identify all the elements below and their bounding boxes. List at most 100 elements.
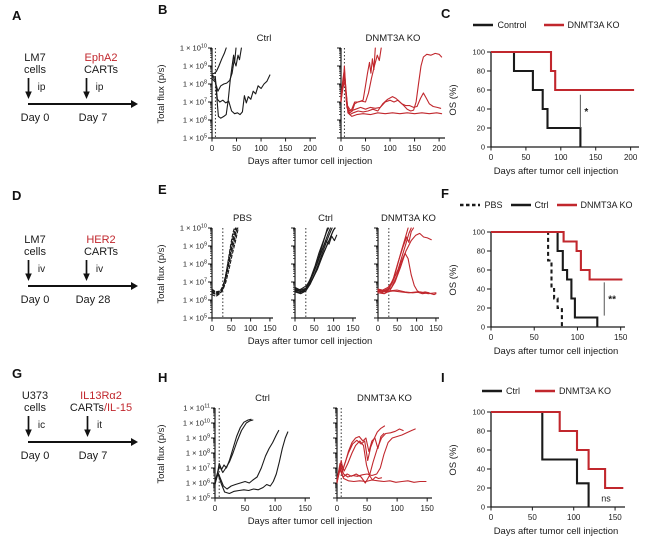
svg-text:150: 150 — [421, 504, 435, 513]
panel-label-I: I — [441, 370, 445, 385]
day-x-label: Day 28 — [75, 294, 111, 306]
legend-entry-pbs: PBS — [459, 200, 503, 210]
svg-text:1 × 1010: 1 × 1010 — [180, 44, 207, 53]
svg-text:100: 100 — [254, 144, 268, 153]
svg-text:100: 100 — [268, 504, 282, 513]
route-label: ip — [37, 82, 46, 93]
svg-text:50: 50 — [393, 324, 402, 333]
svg-text:200: 200 — [303, 144, 317, 153]
survival-curve-control — [491, 50, 582, 147]
svg-text:150: 150 — [408, 144, 422, 153]
injection-arrow-cart: it — [64, 414, 122, 438]
cells-line2: cells — [23, 246, 46, 258]
svg-text:150: 150 — [614, 333, 628, 342]
flux-subplot-pbs: PBS 1 × 105 1 × 106 1 × 107 1 × 108 1 × 109 1 … — [180, 213, 277, 333]
down-arrow-icon — [24, 78, 32, 99]
svg-text:100: 100 — [472, 228, 485, 237]
route-label: iv — [95, 264, 104, 275]
cart-line1: HER2 — [86, 234, 116, 246]
cart-line1: IL13Rα2 — [80, 390, 122, 402]
significance-marker: ns — [601, 493, 611, 503]
svg-text:1 × 108: 1 × 108 — [183, 260, 207, 269]
panel-I-survival: I Ctrl DNMT3A KO OS (%) 0 20 40 60 80 100 0 50 10… — [438, 360, 650, 539]
svg-text:100: 100 — [554, 153, 568, 162]
svg-text:100: 100 — [571, 333, 585, 342]
flux-subplot-dnmt3a-ko: DNMT3A KO 0 50 100 150 — [333, 393, 435, 513]
svg-text:1 × 108: 1 × 108 — [186, 449, 210, 458]
significance-marker: ** — [608, 294, 616, 305]
svg-text:100: 100 — [390, 504, 404, 513]
y-axis-label: OS (%) — [448, 264, 459, 296]
panel-label-E: E — [158, 182, 167, 197]
legend-F: PBS Ctrl DNMT3A KO — [442, 200, 650, 210]
route-label: ic — [37, 420, 46, 431]
svg-text:1 × 109: 1 × 109 — [183, 242, 207, 251]
day-0-label: Day 0 — [20, 112, 50, 124]
svg-text:1 × 107: 1 × 107 — [186, 464, 210, 473]
panel-C-survival: C Control DNMT3A KO OS (%) 0 20 40 60 80 100 0 5… — [438, 0, 650, 180]
svg-text:40: 40 — [477, 465, 485, 474]
legend-line-icon — [510, 203, 531, 207]
survival-plot-I: 0 20 40 60 80 100 0 50 100 150 ns — [464, 406, 637, 532]
flux-curve — [336, 468, 427, 483]
panel-label-G: G — [12, 366, 23, 381]
panel-label-C: C — [441, 6, 451, 21]
svg-text:100: 100 — [472, 408, 485, 417]
flux-curve — [211, 47, 227, 75]
survival-chart-I: 0 20 40 60 80 100 0 50 100 150 ns — [472, 408, 625, 522]
flux-curve — [211, 227, 238, 296]
svg-text:100: 100 — [244, 324, 258, 333]
panel-A-schematic: A LM7 cells EphA2 CARTs ip ip — [0, 0, 150, 180]
svg-text:0: 0 — [293, 324, 298, 333]
y-axis-label: OS (%) — [448, 444, 459, 476]
svg-text:50: 50 — [521, 153, 530, 162]
legend-line-icon — [556, 203, 577, 207]
svg-text:50: 50 — [361, 144, 370, 153]
legend-line-icon — [534, 389, 555, 393]
svg-text:0: 0 — [489, 153, 494, 162]
svg-text:50: 50 — [241, 504, 250, 513]
down-arrow-icon — [84, 416, 91, 437]
svg-text:0: 0 — [376, 324, 381, 333]
survival-curve-dnmt3a-ko — [491, 230, 623, 281]
flux-subplots-B: Ctrl 1 × 105 1 × 106 1 × 107 1 × 108 1 × 109 1… — [166, 30, 451, 158]
svg-text:1 × 1010: 1 × 1010 — [183, 419, 210, 428]
svg-text:1 × 1010: 1 × 1010 — [180, 224, 207, 233]
route-label: it — [97, 420, 102, 431]
svg-text:80: 80 — [477, 247, 485, 256]
svg-text:1 × 105: 1 × 105 — [183, 134, 207, 143]
svg-text:100: 100 — [327, 324, 341, 333]
svg-text:150: 150 — [346, 324, 360, 333]
svg-text:1 × 107: 1 × 107 — [183, 98, 207, 107]
cart-label: EphA2 CARTs — [64, 52, 138, 76]
svg-text:20: 20 — [477, 484, 485, 493]
x-axis-label: Days after tumor cell injection — [247, 336, 373, 347]
cells-line1: LM7 — [24, 234, 46, 246]
legend-entry-dnmt3a-ko: DNMT3A KO — [534, 386, 611, 396]
panel-E-flux: E Total flux (p/s) PBS 1 × 105 1 × 106 1 × … — [150, 180, 450, 360]
panel-F-survival: F PBS Ctrl DNMT3A KO OS (%) 0 20 40 60 80 100 0 5… — [438, 180, 650, 360]
timeline-arrow-icon — [28, 100, 138, 109]
legend-line-icon — [481, 389, 502, 393]
flux-subplots-H: Ctrl 1 × 105 1 × 106 1 × 107 1 × 108 1 × 109 1… — [166, 390, 438, 518]
survival-plot-F: 0 20 40 60 80 100 0 50 100 150 ** — [464, 226, 637, 352]
panel-label-D: D — [12, 188, 22, 203]
legend-entry-dnmt3a-ko: DNMT3A KO — [543, 20, 620, 30]
svg-text:20: 20 — [477, 124, 485, 133]
svg-text:0: 0 — [481, 503, 485, 512]
down-arrow-icon — [25, 260, 32, 281]
subplot-title: DNMT3A KO — [366, 33, 421, 44]
x-axis-label: Days after tumor cell injection — [493, 166, 619, 177]
svg-text:100: 100 — [472, 48, 485, 57]
cart-line2: CARTs — [83, 246, 119, 258]
svg-text:1 × 108: 1 × 108 — [183, 80, 207, 89]
flux-subplot-dnmt3a-ko: DNMT3A KO 0 50 100 150 — [374, 213, 443, 333]
flux-curve — [340, 79, 443, 117]
timeline-arrow-icon — [28, 282, 138, 291]
flux-curve — [211, 74, 271, 116]
svg-text:0: 0 — [489, 333, 494, 342]
svg-text:150: 150 — [429, 324, 443, 333]
legend-entry-dnmt3a-ko: DNMT3A KO — [556, 200, 633, 210]
cells-line1: U373 — [21, 390, 49, 402]
